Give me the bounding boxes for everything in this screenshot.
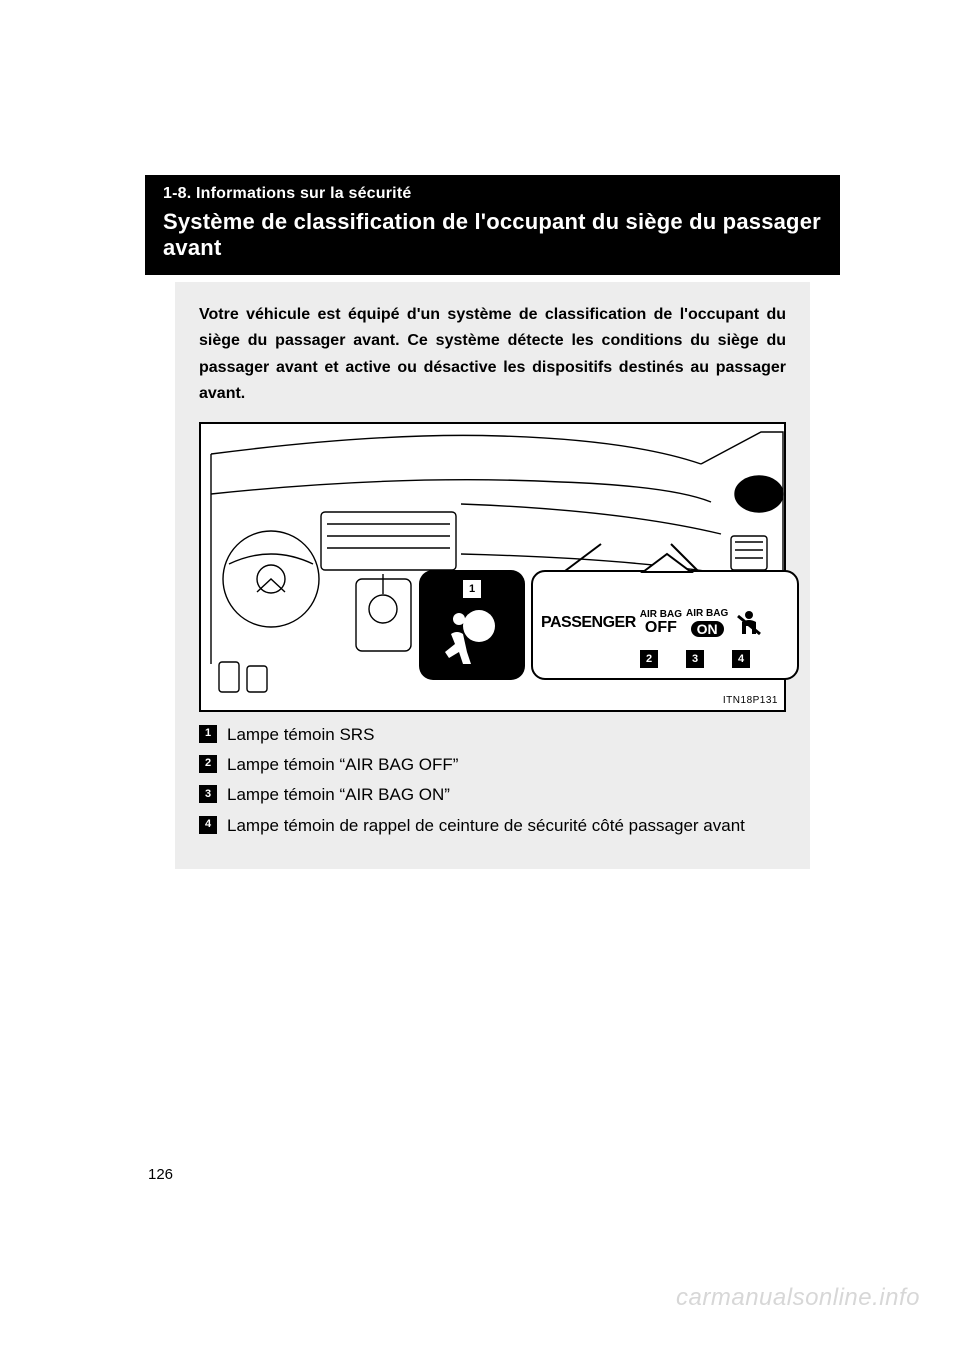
legend-text: Lampe témoin “AIR BAG OFF” [227, 752, 458, 778]
diagram-badge-2: 2 [640, 650, 658, 668]
legend-badge: 1 [199, 725, 217, 743]
indicator-pointer [533, 552, 801, 592]
figure-id: ITN18P131 [723, 695, 778, 706]
passenger-label: PASSENGER [541, 614, 636, 632]
legend-item: 1 Lampe témoin SRS [199, 722, 786, 748]
indicator-badge-row: 2 3 4 [533, 650, 797, 668]
legend-item: 4 Lampe témoin de rappel de ceinture de … [199, 813, 786, 839]
legend-text: Lampe témoin SRS [227, 722, 374, 748]
legend-item: 2 Lampe témoin “AIR BAG OFF” [199, 752, 786, 778]
legend-badge: 3 [199, 785, 217, 803]
airbag-off-col: AIR BAG OFF [640, 610, 682, 636]
header-band: 1-8. Informations sur la sécurité Systèm… [145, 175, 840, 275]
airbag-off-label: OFF [645, 620, 677, 636]
diagram-badge-4: 4 [732, 650, 750, 668]
airbag-on-col: AIR BAG ON [686, 609, 728, 637]
indicator-row: PASSENGER AIR BAG OFF AIR BAG ON [541, 608, 789, 638]
seatbelt-icon [734, 608, 764, 638]
manual-page: 1-8. Informations sur la sécurité Systèm… [0, 0, 960, 1358]
legend-list: 1 Lampe témoin SRS 2 Lampe témoin “AIR B… [199, 722, 786, 839]
legend-text: Lampe témoin “AIR BAG ON” [227, 782, 450, 808]
dashboard-diagram: 1 PASSENGER AIR BAG [199, 422, 786, 712]
diagram-badge-3: 3 [686, 650, 704, 668]
legend-item: 3 Lampe témoin “AIR BAG ON” [199, 782, 786, 808]
legend-badge: 2 [199, 755, 217, 773]
callout-airbag-box: 1 [419, 570, 525, 680]
page-title: Système de classification de l'occupant … [163, 209, 822, 261]
page-number: 126 [148, 1166, 173, 1183]
intro-paragraph: Votre véhicule est équipé d'un système d… [199, 302, 786, 408]
airbag-on-small: AIR BAG [686, 609, 728, 619]
content-box: Votre véhicule est équipé d'un système d… [175, 282, 810, 869]
indicator-panel: PASSENGER AIR BAG OFF AIR BAG ON [531, 570, 799, 680]
diagram-badge-1: 1 [463, 580, 481, 598]
airbag-on-label: ON [691, 621, 724, 637]
watermark: carmanualsonline.info [676, 1284, 920, 1312]
section-label: 1-8. Informations sur la sécurité [163, 185, 822, 203]
legend-badge: 4 [199, 816, 217, 834]
legend-text: Lampe témoin de rappel de ceinture de sé… [227, 813, 745, 839]
airbag-icon [441, 604, 503, 666]
